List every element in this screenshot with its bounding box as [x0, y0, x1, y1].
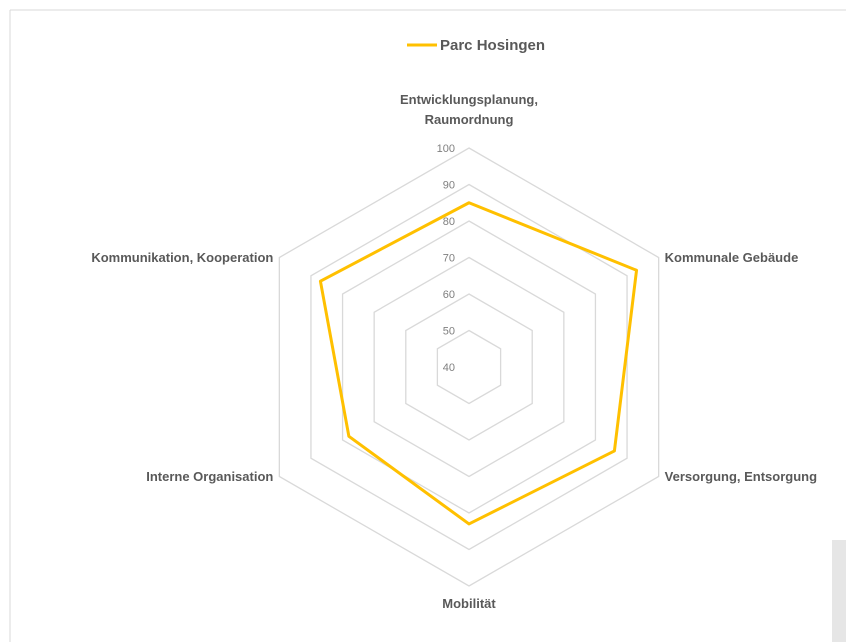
tick-label: 80	[443, 216, 455, 228]
legend-label: Parc Hosingen	[440, 37, 545, 54]
grid-ring	[341, 220, 597, 514]
tick-label: 40	[443, 362, 455, 374]
category-label: Mobilität	[442, 596, 496, 611]
series-line	[318, 201, 639, 526]
category-label: Kommunikation, Kooperation	[91, 249, 274, 265]
scroll-handle	[832, 540, 846, 642]
tick-label: 90	[443, 180, 455, 192]
tick-label: 50	[443, 326, 455, 338]
tick-label: 60	[443, 289, 455, 301]
category-label: Interne Organisation	[146, 468, 274, 484]
category-label: Entwicklungsplanung, Raumordnung	[400, 92, 538, 127]
grid-ring	[405, 293, 533, 441]
category-label: Versorgung, Entsorgung	[664, 468, 818, 484]
category-label: Kommunale Gebäude	[664, 249, 799, 265]
grid-ring	[373, 256, 565, 478]
grid-ring	[436, 329, 502, 405]
tick-label: 70	[443, 253, 455, 265]
grid-ring	[278, 147, 660, 587]
grid-ring	[310, 183, 628, 551]
tick-label: 100	[437, 143, 455, 155]
